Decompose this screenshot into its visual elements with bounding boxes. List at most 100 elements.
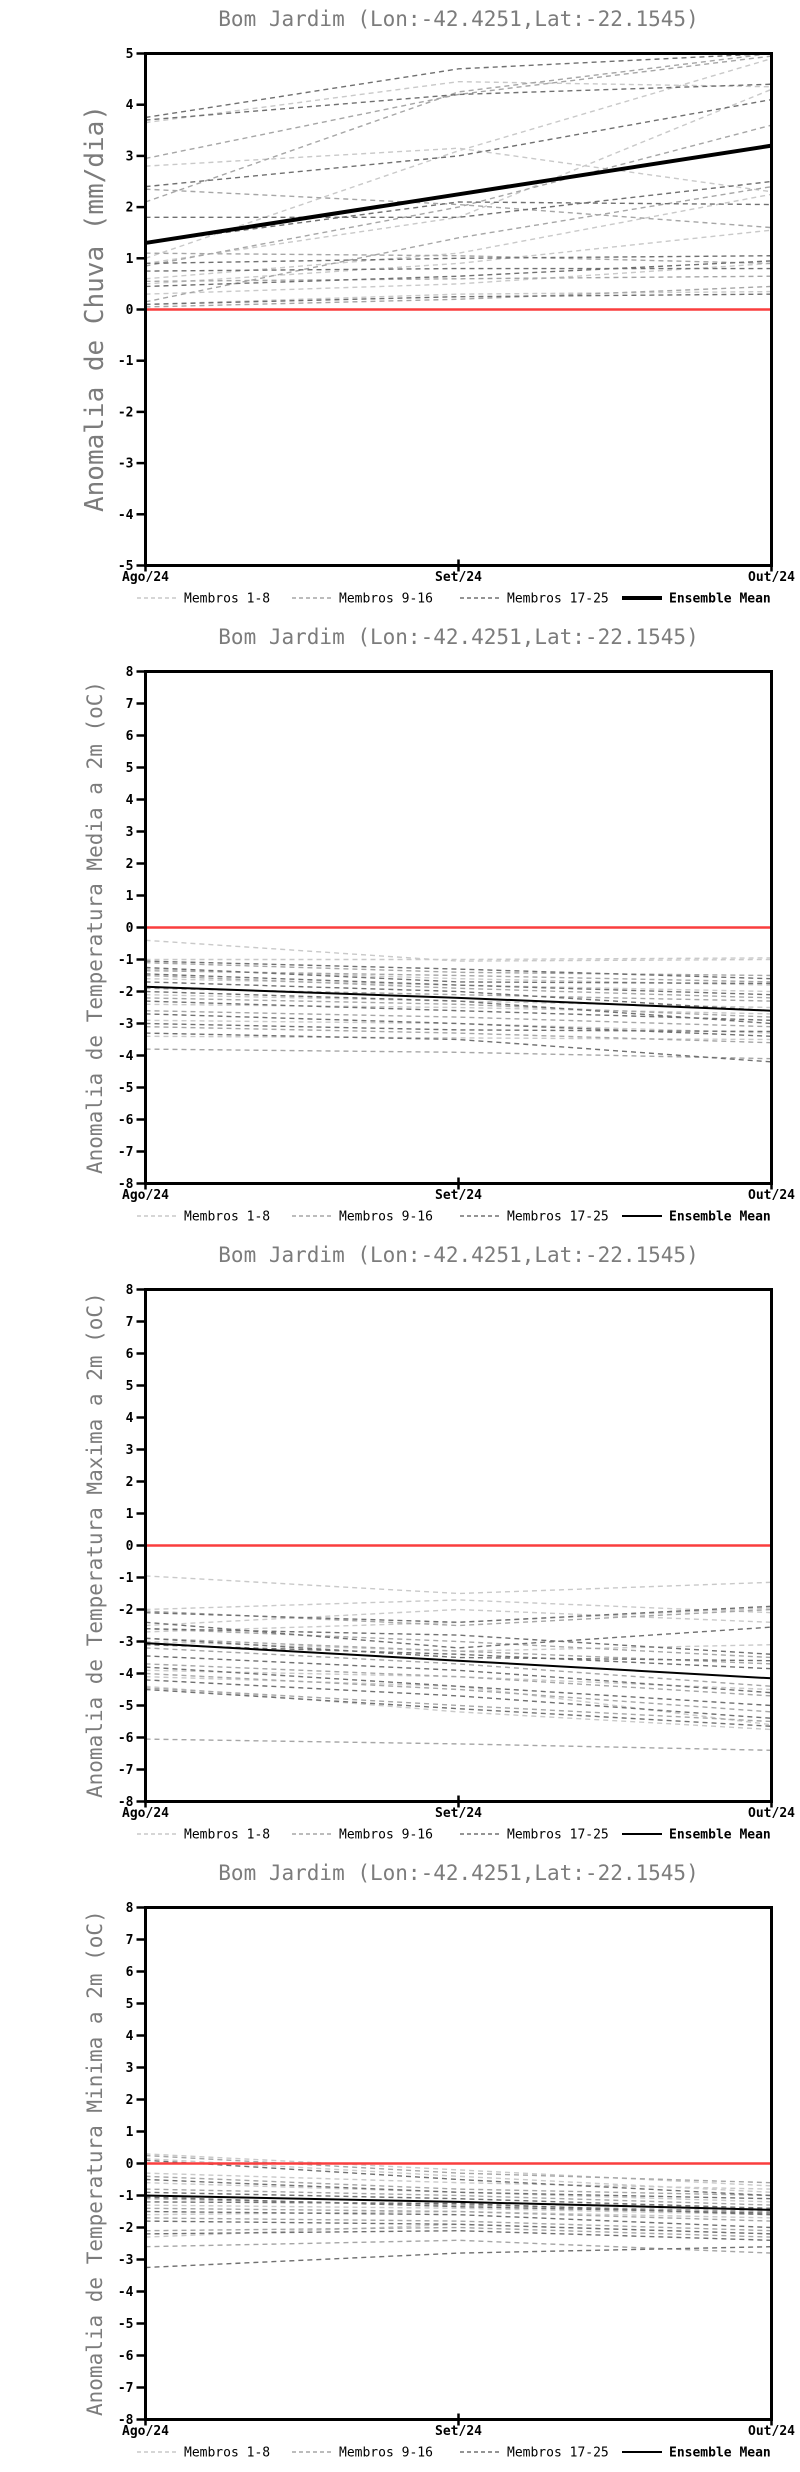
y-tick-label: 4: [126, 2029, 134, 2044]
ensemble-mean-line: [145, 985, 772, 1012]
legend-label-members: Membros 1-8: [184, 1210, 270, 1225]
legend-label-members: Membros 17-25: [507, 592, 609, 607]
ensemble-mean-line: [145, 143, 772, 245]
legend-label-members: Membros 9-16: [339, 592, 433, 607]
member-line-group3: [145, 1655, 772, 1694]
member-line-group3: [145, 1688, 772, 1727]
y-tick-label: -4: [118, 1049, 134, 1064]
member-line-group2: [145, 55, 772, 160]
member-line-group3: [145, 52, 772, 119]
y-tick-label: -7: [118, 1145, 134, 1160]
y-tick-label: 7: [126, 697, 134, 712]
member-line-group2: [145, 124, 772, 267]
member-line-group2: [145, 1663, 772, 1697]
chart-title: Bom Jardim (Lon:-42.4251,Lat:-22.1545): [218, 1243, 699, 1267]
member-line-group3: [145, 1605, 772, 1624]
y-tick-label: -5: [118, 2317, 134, 2332]
member-line-group2: [145, 188, 772, 229]
y-tick-label: 4: [126, 98, 134, 113]
member-line-group2: [145, 974, 772, 999]
y-tick-label: -8: [118, 1177, 134, 1192]
y-tick-label: -6: [118, 2349, 134, 2364]
y-tick-label: -5: [118, 559, 134, 574]
member-line-group1: [145, 1608, 772, 1627]
y-tick-label: 8: [126, 665, 134, 680]
member-line-group1: [145, 1035, 772, 1041]
member-line-group1: [145, 193, 772, 280]
legend-label-members: Membros 1-8: [184, 1828, 270, 1843]
y-tick-label: -1: [118, 953, 134, 968]
y-tick-label: -3: [118, 1635, 134, 1650]
member-line-group1: [145, 2158, 772, 2193]
y-tick-label: -5: [118, 1081, 134, 1096]
member-line-group3: [145, 960, 772, 980]
member-line-group3: [145, 1032, 772, 1063]
y-tick-label: -3: [118, 2253, 134, 2268]
y-tick-label: -6: [118, 1731, 134, 1746]
y-tick-label: 6: [126, 1347, 134, 1362]
legend-label-members: Membros 17-25: [507, 1210, 609, 1225]
member-line-group2: [145, 2239, 772, 2254]
y-tick-label: 1: [126, 2125, 134, 2140]
member-line-group2: [145, 1608, 772, 1627]
y-tick-label: 0: [126, 1539, 134, 1554]
member-line-group3: [145, 255, 772, 265]
x-tick-label: Out/24: [748, 570, 795, 585]
member-line-group3: [145, 2178, 772, 2200]
y-tick-label: 3: [126, 149, 134, 164]
y-tick-label: -1: [118, 1571, 134, 1586]
y-tick-label: 6: [126, 1965, 134, 1980]
y-tick-label: 2: [126, 857, 134, 872]
x-tick-label: Set/24: [435, 2424, 482, 2439]
y-tick-label: 8: [126, 1901, 134, 1916]
chart-title: Bom Jardim (Lon:-42.4251,Lat:-22.1545): [218, 1861, 699, 1885]
member-line-group1: [145, 57, 772, 259]
y-tick-label: -8: [118, 1795, 134, 1810]
member-line-group1: [145, 80, 772, 124]
member-line-group1: [145, 1676, 772, 1726]
member-line-group1: [145, 1575, 772, 1595]
y-tick-label: 8: [126, 1283, 134, 1298]
y-tick-label: 0: [126, 2157, 134, 2172]
member-line-group2: [145, 185, 772, 303]
member-line-group3: [145, 1679, 772, 1719]
y-tick-label: 0: [126, 303, 134, 318]
y-tick-label: -1: [118, 354, 134, 369]
y-tick-label: -2: [118, 985, 134, 1000]
y-tick-label: 1: [126, 252, 134, 267]
x-tick-label: Set/24: [435, 1188, 482, 1203]
member-line-group3: [145, 2229, 772, 2241]
x-tick-label: Out/24: [748, 1188, 795, 1203]
member-line-group3: [145, 201, 772, 244]
y-tick-label: 7: [126, 1933, 134, 1948]
legend-label-members: Membros 1-8: [184, 592, 270, 607]
legend-label-ensemble-mean: Ensemble Mean: [669, 592, 771, 607]
x-tick-label: Out/24: [748, 2424, 795, 2439]
x-tick-label: Set/24: [435, 1806, 482, 1821]
member-line-group3: [145, 1666, 772, 1707]
y-tick-label: -3: [118, 457, 134, 472]
y-tick-label: 1: [126, 889, 134, 904]
legend-label-ensemble-mean: Ensemble Mean: [669, 1828, 771, 1843]
x-tick-label: Ago/24: [122, 570, 169, 585]
chart-temperatura-media: Bom Jardim (Lon:-42.4251,Lat:-22.1545) A…: [0, 618, 800, 1236]
member-line-group3: [145, 990, 772, 1025]
y-tick-label: -8: [118, 2413, 134, 2428]
member-line-group2: [145, 1628, 772, 1659]
y-tick-label: 5: [126, 47, 134, 62]
member-line-group1: [145, 147, 772, 193]
member-line-group1: [145, 262, 772, 295]
chart-anomalia-chuva: Bom Jardim (Lon:-42.4251,Lat:-22.1545) A…: [0, 0, 800, 618]
y-tick-label: 7: [126, 1315, 134, 1330]
member-line-group2: [145, 1687, 772, 1723]
y-tick-label: -7: [118, 2381, 134, 2396]
y-tick-label: -2: [118, 405, 134, 420]
member-line-group3: [145, 83, 772, 121]
y-tick-label: 6: [126, 729, 134, 744]
chart-temperatura-minima: Bom Jardim (Lon:-42.4251,Lat:-22.1545) A…: [0, 1854, 800, 2472]
y-tick-label: -4: [118, 1667, 134, 1682]
legend-label-members: Membros 17-25: [507, 1828, 609, 1843]
member-line-group3: [145, 2159, 772, 2197]
